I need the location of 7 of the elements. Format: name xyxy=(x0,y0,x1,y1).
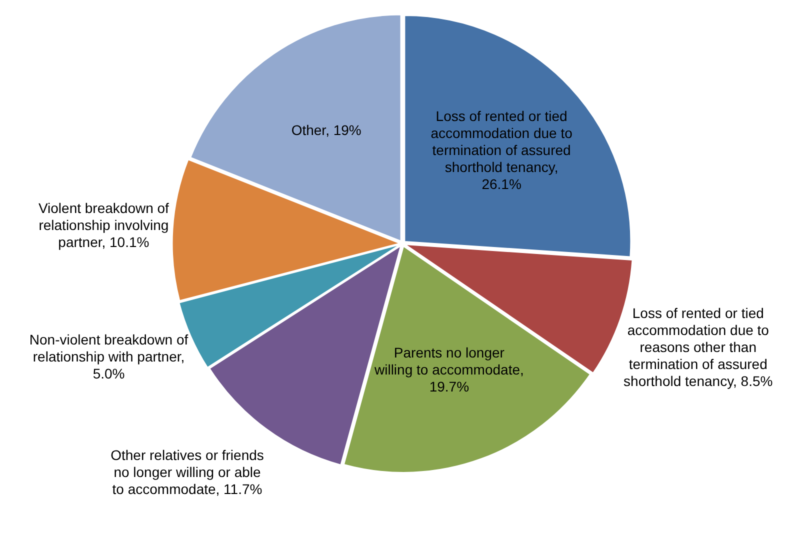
slice-label: Other relatives or friends no longer willing or able to accommodate, 11.7% xyxy=(110,446,264,497)
slice-label: Violent breakdown of relationship involving partner, 10.1% xyxy=(38,200,170,250)
slice-label: Loss of rented or tied accommodation due to termination of assured shorthold tenancy, 26.1% xyxy=(430,108,573,192)
slice-label: Non-violent breakdown of relationship with partner, 5.0% xyxy=(29,332,188,382)
slice-label: Parents no longer willing to accommodate, 19.7% xyxy=(373,344,524,395)
slice-label: Loss of rented or tied accommodation due to reasons other than termination of assured shorthold tenancy, 8.5% xyxy=(624,305,773,390)
slice-label: Other, 19% xyxy=(291,122,362,138)
